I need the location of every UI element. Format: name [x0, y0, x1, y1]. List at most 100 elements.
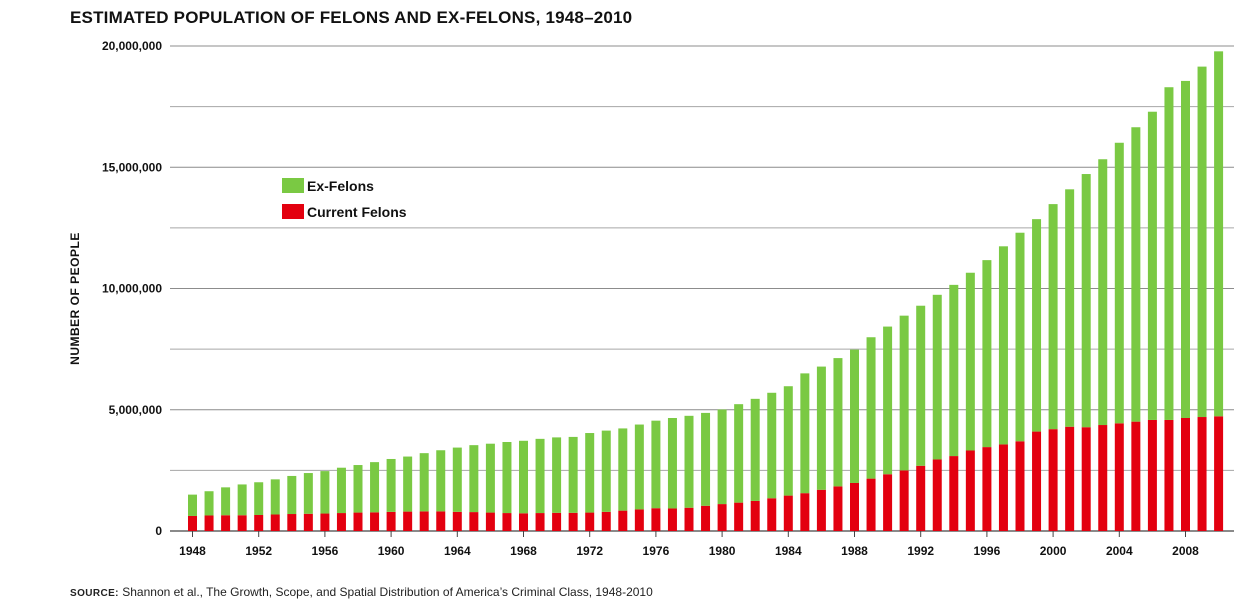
bar-ex-felons	[1081, 174, 1091, 428]
bar-current-felons	[684, 507, 694, 531]
bar-ex-felons	[833, 358, 843, 487]
bar-current-felons	[750, 500, 760, 531]
bar-current-felons	[485, 512, 495, 531]
bar-ex-felons	[651, 420, 661, 509]
bar-ex-felons	[982, 260, 992, 448]
bar-current-felons	[403, 511, 413, 531]
chart-title: ESTIMATED POPULATION OF FELONS AND EX-FE…	[70, 8, 633, 27]
bar-ex-felons	[485, 443, 495, 513]
bar-ex-felons	[585, 433, 595, 513]
bar-ex-felons	[1032, 219, 1042, 432]
bar-ex-felons	[1181, 80, 1190, 418]
y-tick-label: 20,000,000	[102, 39, 162, 53]
bar-current-felons	[188, 515, 197, 531]
bar-ex-felons	[535, 438, 545, 514]
bar-current-felons	[717, 504, 727, 531]
bar-ex-felons	[1197, 66, 1207, 418]
bar-ex-felons	[618, 428, 628, 511]
bar-current-felons	[1131, 421, 1141, 531]
bar-ex-felons	[1098, 159, 1108, 426]
bar-ex-felons	[1015, 232, 1025, 442]
bar-ex-felons	[1214, 51, 1224, 417]
legend-swatch	[282, 204, 304, 219]
bar-current-felons	[370, 512, 380, 531]
bar-ex-felons	[254, 482, 264, 515]
bar-ex-felons	[552, 437, 562, 513]
bar-ex-felons	[899, 315, 909, 471]
y-tick-label: 0	[155, 524, 162, 538]
bar-current-felons	[800, 493, 810, 531]
bar-current-felons	[1214, 416, 1224, 531]
bar-current-felons	[883, 474, 893, 531]
bar-current-felons	[601, 511, 611, 531]
bar-ex-felons	[436, 450, 446, 512]
bar-current-felons	[419, 511, 429, 531]
bar-current-felons	[452, 511, 462, 531]
x-tick-label: 1992	[907, 544, 934, 558]
bar-current-felons	[585, 512, 595, 531]
bar-current-felons	[1164, 419, 1174, 531]
bar-ex-felons	[370, 462, 380, 513]
bar-ex-felons	[204, 491, 214, 516]
bar-ex-felons	[1048, 204, 1058, 430]
bar-current-felons	[502, 513, 512, 531]
bar-ex-felons	[336, 467, 346, 514]
bar-ex-felons	[965, 272, 975, 451]
bar-current-felons	[783, 495, 793, 531]
bar-current-felons	[949, 456, 959, 531]
bar-current-felons	[701, 505, 711, 531]
bar-current-felons	[651, 508, 661, 531]
x-tick-label: 1960	[378, 544, 405, 558]
y-tick-label: 5,000,000	[109, 403, 163, 417]
bar-current-felons	[932, 459, 942, 531]
bar-ex-felons	[1131, 127, 1141, 422]
bar-current-felons	[618, 510, 628, 531]
bar-current-felons	[850, 482, 859, 531]
x-tick-label: 1968	[510, 544, 537, 558]
bar-current-felons	[204, 515, 214, 531]
bar-current-felons	[965, 450, 975, 531]
bar-ex-felons	[237, 484, 247, 516]
bar-ex-felons	[783, 386, 793, 496]
source-label: source:	[70, 588, 119, 599]
bar-current-felons	[287, 514, 297, 531]
bar-ex-felons	[816, 366, 826, 490]
bar-current-felons	[833, 486, 843, 531]
bar-ex-felons	[717, 409, 727, 505]
bar-current-felons	[634, 509, 644, 531]
bar-ex-felons	[949, 284, 959, 457]
bar-ex-felons	[734, 404, 744, 503]
x-tick-label: 1984	[775, 544, 802, 558]
bar-ex-felons	[701, 412, 711, 506]
bar-current-felons	[667, 508, 677, 531]
x-tick-label: 1996	[974, 544, 1001, 558]
bar-current-felons	[1048, 429, 1058, 531]
bar-ex-felons	[419, 453, 429, 512]
y-tick-label: 10,000,000	[102, 282, 162, 296]
bar-current-felons	[1197, 417, 1207, 531]
legend-label: Current Felons	[307, 204, 407, 220]
bar-current-felons	[552, 512, 562, 531]
bar-current-felons	[816, 489, 826, 531]
bar-ex-felons	[469, 445, 479, 513]
bar-current-felons	[1015, 441, 1025, 531]
bar-ex-felons	[667, 417, 677, 509]
x-tick-label: 1988	[841, 544, 868, 558]
bar-current-felons	[568, 512, 578, 531]
x-tick-label: 1964	[444, 544, 471, 558]
bar-current-felons	[899, 470, 909, 531]
bar-current-felons	[767, 498, 777, 531]
bar-current-felons	[469, 512, 479, 531]
bar-current-felons	[254, 514, 264, 531]
bar-ex-felons	[932, 294, 942, 460]
bar-ex-felons	[850, 349, 859, 483]
bar-ex-felons	[353, 465, 363, 513]
bar-current-felons	[221, 515, 231, 531]
bar-current-felons	[1065, 426, 1075, 531]
x-tick-label: 2000	[1040, 544, 1067, 558]
bar-ex-felons	[1114, 142, 1124, 424]
bar-ex-felons	[270, 479, 280, 515]
bar-ex-felons	[750, 398, 760, 501]
x-tick-label: 1948	[179, 544, 206, 558]
